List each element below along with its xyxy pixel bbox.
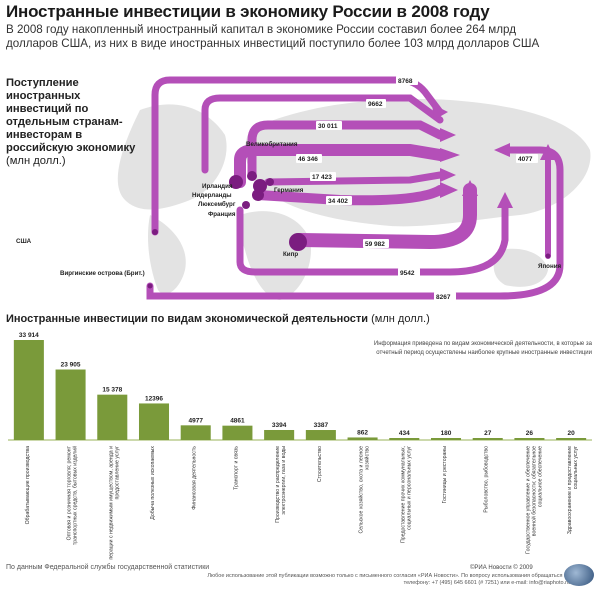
node-france [242,201,250,209]
bar-value-label-9: 434 [399,430,410,437]
bar-9 [389,438,420,440]
bar-8 [347,437,378,440]
arrow-usa [151,76,444,236]
bar-value-label-8: 862 [357,429,368,436]
page-title: Иностранные инвестиции в экономику Росси… [6,2,490,21]
flow-value-labels: 8768 9662 30 011 46 346 17 423 34 402 59… [296,76,538,301]
bar-category-label-7: Строительство [317,446,323,482]
arrow-ireland [234,144,446,188]
label-japan: Япония [538,263,562,270]
bar-value-label-0: 33 914 [19,332,39,339]
bar-category-label-0: Обрабатывающие производства [25,446,31,524]
bar-4 [180,425,211,440]
node-ireland [229,175,243,189]
bar-2 [97,394,128,440]
bar-category-label-13: Здравоохранение и предоставлениесоциальн… [567,446,579,534]
value-uk: 30 011 [318,123,338,130]
flow-arrows [146,76,564,300]
bar-10 [430,438,462,440]
value-virgin-islands: 8267 [436,294,451,301]
node-japan [545,253,551,259]
value-luxembourg: 34 402 [328,198,348,205]
arrow-uk [247,120,445,180]
country-nodes [147,171,551,289]
arrow-germany [264,171,444,186]
bar-chart-title: Иностранные инвестиции по видам экономич… [6,313,430,325]
bar-category-label-4: Финансовая деятельность [192,446,198,510]
value-france: 9542 [400,270,415,277]
map-legend-title: Поступление иностранных инвестиций по от… [6,77,136,154]
bar-chart-title-text: Иностранные инвестиции по видам экономич… [6,313,369,325]
bar-chart-note: Информация приведена по видам экономичес… [373,341,592,356]
bar-3 [138,403,170,440]
investment-flow-map: 8768 9662 30 011 46 346 17 423 34 402 59… [16,76,591,301]
bar-13 [556,438,587,440]
arrow-netherlands [201,94,444,174]
label-cyprus: Кипр [283,251,298,258]
bar-0 [13,340,44,440]
bar-category-label-10: Гостиницы и рестораны [442,446,448,504]
bar-value-label-3: 12396 [145,395,163,402]
bar-value-label-13: 20 [568,430,576,437]
legal-note: Любое использование этой публикации возм… [207,573,570,586]
arrow-heads [432,104,556,208]
bar-category-label-9: Предоставление прочих коммунальных,социа… [400,446,412,543]
bar-chart-unit: (млн долл.) [371,313,430,325]
bar-category-label-5: Транспорт и связь [233,446,239,490]
bar-value-label-4: 4977 [188,417,203,424]
activity-bar-chart: 33 914 Обрабатывающие производства 23 905 О… [8,332,592,560]
map-legend-unit: (млн долл.) [6,155,66,167]
bar-5 [222,425,253,440]
label-netherlands: Нидерланды [192,192,232,199]
bar-category-label-12: Государственное управление и обеспечение… [525,446,543,554]
label-france: Франция [208,211,236,218]
bar-value-label-2: 15 378 [102,387,122,394]
bar-category-label-3: Добыча полезных ископаемых [150,446,156,520]
label-uk: Великобритания [246,141,298,148]
bar-value-label-10: 180 [441,430,452,437]
source-note: По данным Федеральной службы государстве… [6,564,210,571]
node-uk [247,171,257,181]
arrow-france [236,201,509,276]
bar-value-label-5: 4861 [230,418,245,425]
arrow-cyprus [293,183,477,250]
label-luxembourg: Люксембург [198,201,236,208]
bar-11 [472,438,503,440]
value-japan: 4077 [518,156,533,163]
bar-1 [55,369,86,440]
value-usa: 8768 [398,78,413,85]
label-virgin-islands: Виргинские острова (Брит.) [60,270,145,277]
node-usa [152,229,158,235]
node-cyprus [289,233,307,251]
label-ireland: Ирландия [202,183,233,190]
bar-7 [305,430,336,440]
ria-logo [564,564,594,586]
bar-category-label-11: Рыболовство, рыбоводство [484,446,490,513]
bar-category-label-8: Сельское хозяйство, охота и лесноехозяйс… [358,446,371,534]
label-germany: Германия [274,187,304,194]
value-cyprus: 59 982 [365,241,385,248]
node-germany [266,178,274,186]
bar-value-label-1: 23 905 [61,362,81,369]
value-ireland: 46 346 [298,156,318,163]
bar-category-label-1: Оптовая и розничная торговля; ремонттран… [67,445,79,545]
bar-value-label-7: 3387 [314,422,329,429]
label-usa: США [16,238,32,245]
bar-value-label-11: 27 [484,430,492,437]
bar-12 [514,438,545,440]
bar-6 [264,429,295,440]
bar-value-label-6: 3394 [272,422,287,429]
copyright: ©РИА Новости © 2009 [470,565,533,571]
bar-category-label-6: Производство и распределениеэлектроэнерг… [275,446,287,523]
bar-category-label-2: Операции с недвижимым имуществом, аренда… [108,446,120,560]
value-germany: 17 423 [312,174,332,181]
bar-value-label-12: 26 [526,430,534,437]
value-netherlands: 9662 [368,101,383,108]
country-labels: США Великобритания Ирландия Нидерланды Л… [16,141,562,277]
map-legend: Поступление иностранных инвестиций по от… [6,77,141,168]
node-virgin-islands [147,283,153,289]
page-subtitle: В 2008 году накопленный иностранный капи… [6,23,540,50]
node-luxembourg [252,189,264,201]
